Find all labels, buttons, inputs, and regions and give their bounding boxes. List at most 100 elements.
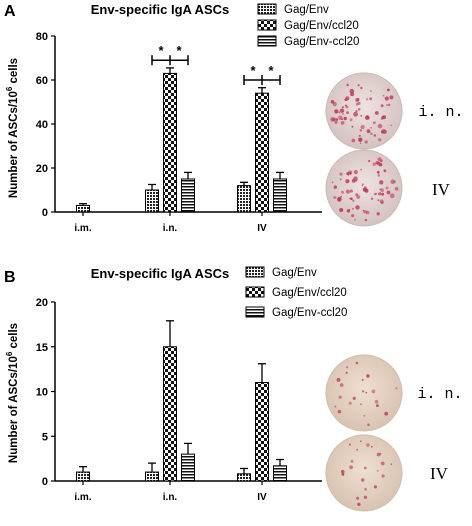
well-spot xyxy=(385,186,389,190)
well-spot xyxy=(333,196,337,199)
well-spot xyxy=(370,445,373,448)
well-spot xyxy=(376,170,380,174)
x-tick-label: i.m. xyxy=(74,492,91,503)
well-label: i. n. xyxy=(417,386,462,403)
well-spot xyxy=(345,371,348,374)
panel-b: B Env-specific IgA ASCs Number of ASCs/1… xyxy=(4,266,347,503)
well-spot xyxy=(346,83,349,87)
bar xyxy=(255,92,269,213)
well-spot xyxy=(361,184,364,187)
well-spot xyxy=(338,115,343,120)
well-spot xyxy=(345,179,350,184)
well-spot xyxy=(340,195,342,198)
y-tick-label: 5 xyxy=(42,431,48,443)
y-tick-label: 15 xyxy=(36,342,48,354)
well-spot xyxy=(345,189,350,194)
well-spot xyxy=(361,378,364,381)
well-spot xyxy=(351,125,354,128)
well-spot xyxy=(341,190,344,194)
bar xyxy=(237,185,251,213)
panel-label: B xyxy=(4,269,16,286)
well-spot xyxy=(343,116,347,121)
legend-swatch xyxy=(257,19,277,31)
well-spot xyxy=(366,98,369,101)
well-spot xyxy=(372,121,376,125)
well-spot xyxy=(376,212,380,216)
well-spot xyxy=(339,178,342,181)
well-spot xyxy=(366,443,370,447)
well-spot xyxy=(365,115,370,120)
well-spot xyxy=(386,104,388,106)
well-spot xyxy=(356,195,361,199)
well-spot xyxy=(379,199,384,204)
well-spot xyxy=(368,159,371,163)
well-spot xyxy=(360,440,362,443)
well-spot xyxy=(339,383,344,387)
y-axis-label: Number of ASCs/106 cells xyxy=(5,323,20,463)
legend-label: Gag/Env-ccl20 xyxy=(284,36,359,48)
x-tick-label: IV xyxy=(257,492,267,503)
well-spots xyxy=(331,157,399,222)
well-spot xyxy=(341,473,345,476)
well-spot xyxy=(374,111,379,115)
bar xyxy=(181,178,195,213)
well-spot xyxy=(390,179,396,184)
bar xyxy=(273,178,287,213)
legend-label: Gag/Env-ccl20 xyxy=(272,307,347,319)
well-spot xyxy=(339,208,344,212)
well-spot xyxy=(373,134,376,137)
well-spot xyxy=(341,469,345,474)
well-spot xyxy=(377,174,380,177)
y-tick-label: 60 xyxy=(36,75,48,87)
well-spot xyxy=(349,189,353,193)
well-spot xyxy=(341,106,344,109)
well-spot xyxy=(374,399,379,404)
bar xyxy=(145,189,159,213)
well-spot xyxy=(364,186,367,189)
well-spot xyxy=(339,108,345,113)
y-tick-label: 40 xyxy=(36,119,48,131)
y-tick-label: 0 xyxy=(42,207,48,219)
well-spot xyxy=(363,466,367,470)
well-spot xyxy=(360,478,365,482)
well-spot xyxy=(373,485,377,489)
well-spot xyxy=(363,415,366,417)
x-tick-label: IV xyxy=(257,223,267,234)
well-spot xyxy=(370,132,373,136)
legend-label: Gag/Env xyxy=(284,4,329,16)
well-spot xyxy=(371,389,376,394)
well-spot xyxy=(349,465,353,470)
chart-title: Env-specific IgA ASCs xyxy=(91,2,229,17)
well-spot xyxy=(364,188,369,193)
well-spot xyxy=(360,125,365,129)
well-spot xyxy=(350,197,353,200)
well-spot xyxy=(378,138,382,142)
legend-swatch xyxy=(245,286,265,298)
well-spot xyxy=(355,98,359,102)
well-spot xyxy=(381,115,385,119)
well-spot xyxy=(362,390,365,393)
well-spot xyxy=(367,423,370,427)
well-spots xyxy=(334,361,398,427)
well-spot xyxy=(353,176,358,181)
well-spot xyxy=(364,140,368,144)
well-spot xyxy=(376,452,381,457)
well-spot xyxy=(358,134,361,137)
panel-label: A xyxy=(4,3,16,20)
well-spot xyxy=(378,192,382,196)
well-spot xyxy=(345,105,349,109)
well-spot xyxy=(364,488,367,491)
legend-swatch xyxy=(245,266,265,278)
well-spot xyxy=(344,98,347,101)
well-spot xyxy=(366,115,368,118)
y-tick-label: 20 xyxy=(36,163,48,175)
well-spot xyxy=(384,411,389,416)
well-spot xyxy=(358,137,363,142)
well-spot xyxy=(338,395,342,399)
well-spot xyxy=(330,100,335,104)
well-spot xyxy=(387,103,391,107)
well-spot xyxy=(355,361,359,365)
well-spot xyxy=(381,474,385,478)
well-spot xyxy=(351,214,355,218)
well-spot xyxy=(337,197,342,202)
